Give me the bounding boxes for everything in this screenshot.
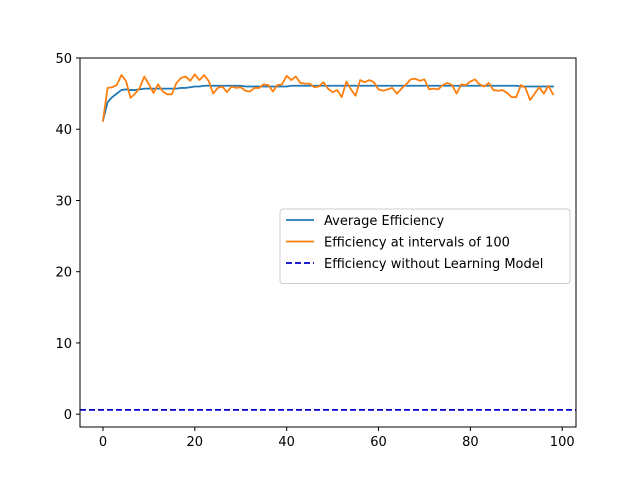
series-layer	[80, 73, 576, 411]
legend-label-0: Average Efficiency	[324, 214, 444, 229]
x-tick-label: 80	[462, 435, 479, 450]
series-line-0	[101, 84, 554, 122]
legend-label-2: Efficiency without Learning Model	[324, 257, 543, 272]
series-line-1	[101, 73, 555, 122]
legend-box	[279, 208, 571, 284]
axes-frame	[79, 57, 577, 428]
x-tick-label: 20	[187, 435, 204, 450]
y-tick-label: 40	[55, 123, 72, 138]
y-tick-label: 30	[55, 194, 72, 209]
axes-layer: 0 20 40 60 80 100 0 10 20 30 40 50	[55, 52, 577, 450]
legend-label-1: Efficiency at intervals of 100	[324, 236, 510, 251]
y-tick-label: 50	[55, 52, 72, 67]
x-tick-label: 100	[550, 435, 575, 450]
x-tick-label: 0	[99, 435, 107, 450]
y-tick-label: 20	[55, 266, 72, 281]
legend: Average Efficiency Efficiency at interval…	[279, 208, 571, 284]
x-tick-label: 60	[370, 435, 387, 450]
y-tick-label: 10	[55, 337, 72, 352]
x-tick-label: 40	[278, 435, 295, 450]
y-tick-label: 0	[64, 408, 72, 423]
